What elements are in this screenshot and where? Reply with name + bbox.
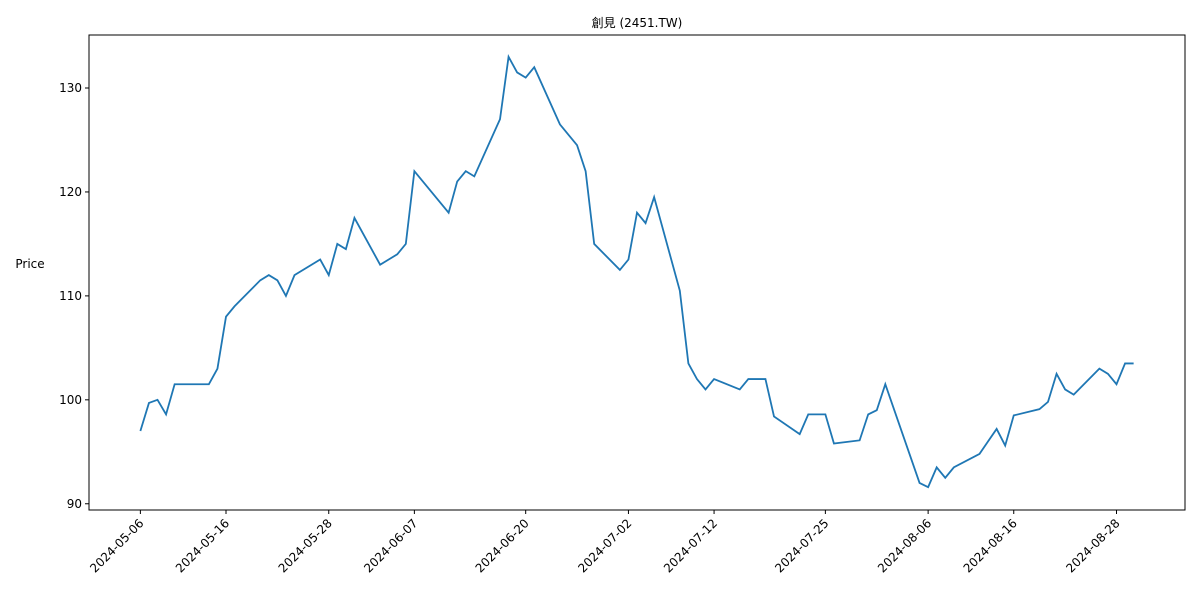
plot-frame [88,34,1186,511]
x-tick-label: 2024-08-16 [961,516,1020,575]
x-tick-label: 2024-07-02 [575,516,634,575]
y-tick-label: 90 [67,497,82,511]
x-tick-label: 2024-06-07 [361,516,420,575]
x-tick-label: 2024-05-28 [276,516,335,575]
y-tick-label: 110 [59,289,82,303]
y-tick-label: 130 [59,81,82,95]
x-tick-label: 2024-06-20 [473,516,532,575]
x-tick-label: 2024-07-12 [661,516,720,575]
x-tick-label: 2024-08-28 [1063,516,1122,575]
x-tick-label: 2024-05-06 [87,516,146,575]
y-tick-label: 100 [59,393,82,407]
x-tick-label: 2024-05-16 [173,516,232,575]
chart-title: 創見 (2451.TW) [592,16,683,30]
price-line [139,54,1134,489]
y-axis-label: Price [15,257,44,271]
x-tick-label: 2024-07-25 [772,516,831,575]
x-tick-label: 2024-08-06 [875,516,934,575]
y-tick-label: 120 [59,185,82,199]
